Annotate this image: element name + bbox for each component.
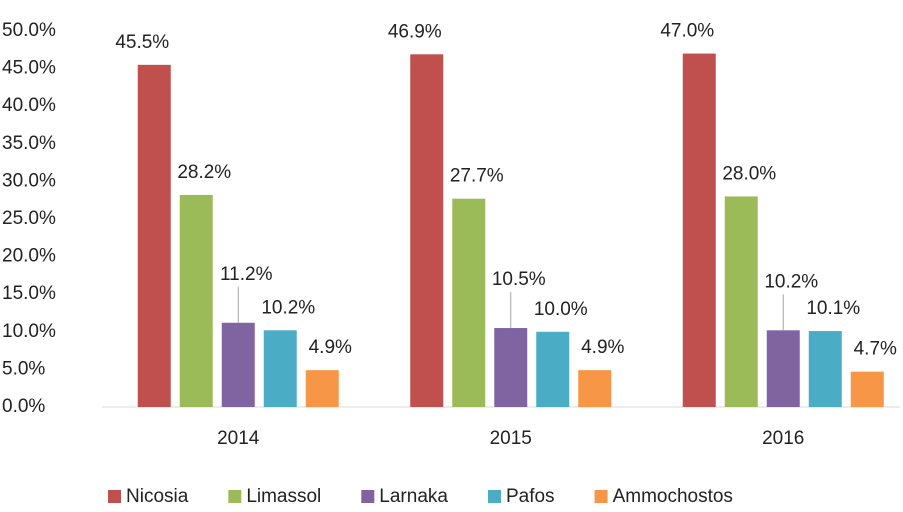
x-tick-label: 2016 xyxy=(762,428,804,449)
y-tick-label: 30.0% xyxy=(2,170,56,191)
data-label: 27.7% xyxy=(450,166,504,187)
legend-label: Ammochostos xyxy=(613,486,733,507)
data-label: 4.9% xyxy=(309,337,352,358)
y-tick-label: 35.0% xyxy=(2,133,56,154)
legend-label: Pafos xyxy=(506,486,555,507)
y-tick-label: 5.0% xyxy=(2,358,45,379)
bar xyxy=(536,331,570,407)
bar xyxy=(682,53,716,408)
bar xyxy=(263,330,297,407)
x-tick-label: 2015 xyxy=(490,428,532,449)
legend-swatch xyxy=(487,490,501,503)
bar xyxy=(179,194,213,407)
data-label: 4.9% xyxy=(581,337,624,358)
bar xyxy=(578,370,612,407)
y-tick-label: 0.0% xyxy=(2,396,45,417)
data-label: 4.7% xyxy=(854,339,897,360)
data-label: 10.5% xyxy=(492,269,546,290)
y-tick-label: 10.0% xyxy=(2,321,56,342)
bar xyxy=(808,331,842,407)
data-label: 10.2% xyxy=(261,297,315,318)
legend-label: Larnaka xyxy=(379,486,448,507)
data-label: 45.5% xyxy=(115,32,169,53)
bar xyxy=(850,371,884,407)
data-label: 10.2% xyxy=(764,271,818,292)
bar xyxy=(724,196,758,407)
bar xyxy=(137,64,171,407)
bar xyxy=(305,370,339,407)
bar xyxy=(221,322,255,407)
legend-swatch xyxy=(108,490,121,503)
bar xyxy=(452,198,486,407)
data-label: 47.0% xyxy=(660,21,714,42)
bar xyxy=(410,54,444,407)
legend-label: Nicosia xyxy=(126,486,189,507)
data-label: 46.9% xyxy=(388,21,442,42)
y-tick-label: 25.0% xyxy=(2,208,56,229)
data-label: 28.0% xyxy=(722,163,776,184)
x-tick-label: 2014 xyxy=(217,428,260,449)
data-label: 10.1% xyxy=(806,298,860,319)
y-tick-label: 50.0% xyxy=(2,20,56,41)
y-tick-label: 40.0% xyxy=(2,95,56,116)
bar xyxy=(766,330,800,407)
y-tick-label: 45.0% xyxy=(2,58,56,79)
legend-label: Limassol xyxy=(246,486,321,507)
legend-swatch xyxy=(361,490,375,503)
y-tick-label: 15.0% xyxy=(2,283,56,304)
bar xyxy=(494,328,528,407)
y-tick-label: 20.0% xyxy=(2,246,56,267)
legend-swatch xyxy=(594,490,608,503)
data-label: 28.2% xyxy=(177,162,231,183)
data-label: 11.2% xyxy=(220,264,273,285)
legend-swatch xyxy=(228,490,242,503)
data-label: 10.0% xyxy=(534,299,588,320)
